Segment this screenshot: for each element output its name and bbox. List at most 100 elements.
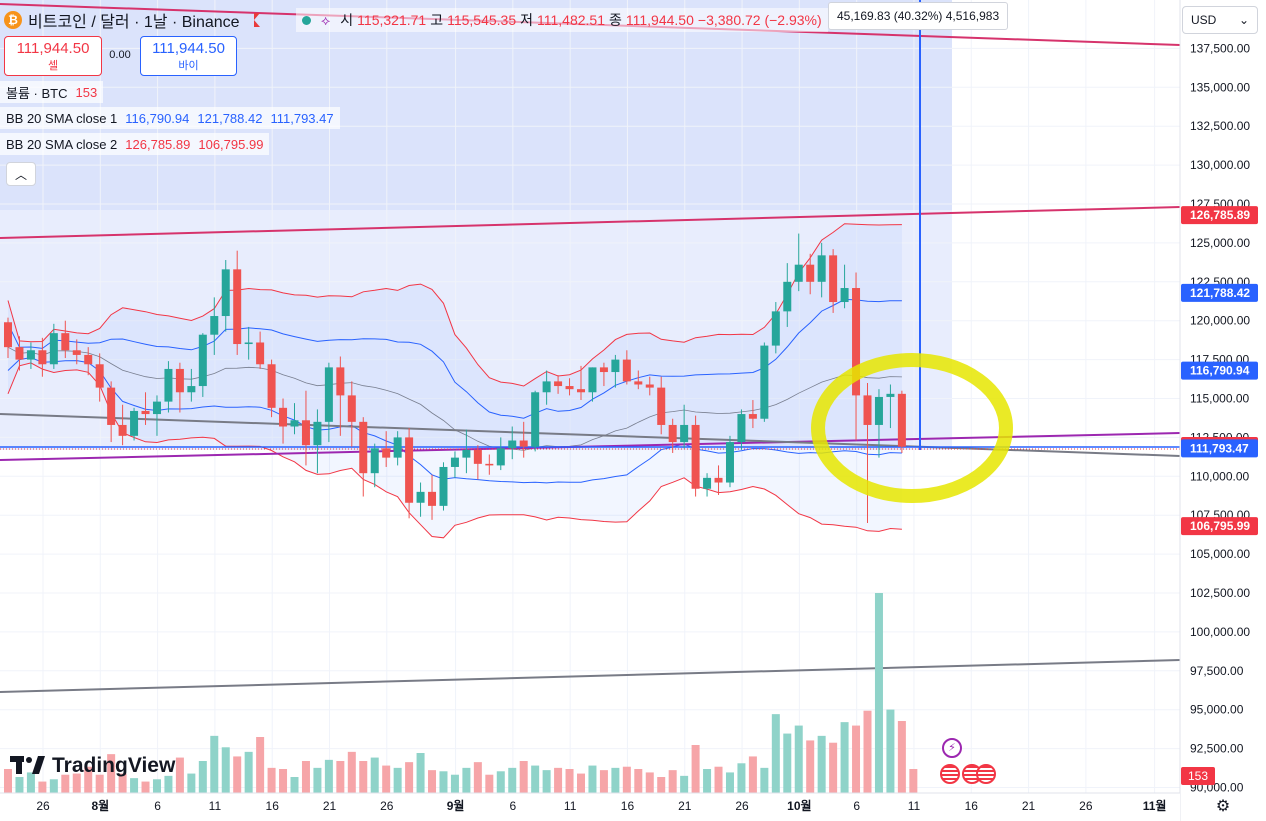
nodes-icon[interactable]: ⟡: [321, 11, 331, 28]
bb1-indicator-row[interactable]: BB 20 SMA close 1 116,790.94 121,788.42 …: [0, 107, 340, 129]
candle-body[interactable]: [691, 424, 700, 489]
highlight-ellipse[interactable]: [811, 353, 1013, 503]
candle-body[interactable]: [416, 491, 425, 503]
candle-body[interactable]: [657, 387, 666, 425]
candle-body[interactable]: [130, 410, 139, 436]
candle-body[interactable]: [783, 281, 792, 312]
trendline-gray[interactable]: [0, 413, 1181, 457]
candle-body[interactable]: [279, 407, 288, 427]
candle-body[interactable]: [852, 288, 861, 396]
candle-body[interactable]: [645, 384, 654, 388]
candle-body[interactable]: [244, 342, 253, 345]
candle-body[interactable]: [725, 442, 734, 483]
candle-body[interactable]: [485, 463, 494, 466]
candle-body[interactable]: [473, 449, 482, 464]
candle-body[interactable]: [15, 347, 24, 360]
candle-body[interactable]: [599, 367, 608, 373]
candle-body[interactable]: [38, 350, 47, 365]
bb2-indicator-row[interactable]: BB 20 SMA close 2 126,785.89 106,795.99: [0, 133, 270, 155]
candle-body[interactable]: [439, 466, 448, 506]
candle-body[interactable]: [393, 437, 402, 458]
candle-body[interactable]: [508, 440, 517, 449]
symbol-header[interactable]: ₿ 비트코인 / 달러 · 1날 · Binance: [4, 8, 260, 32]
us-flag-event-icon[interactable]: [976, 764, 996, 784]
candle-body[interactable]: [198, 334, 207, 387]
candle-body[interactable]: [496, 448, 505, 466]
candle-body[interactable]: [428, 491, 437, 506]
candle-body[interactable]: [336, 367, 345, 396]
volume-bar: [588, 765, 597, 793]
candle-body[interactable]: [256, 342, 265, 365]
candle-body[interactable]: [668, 424, 677, 443]
candle-body[interactable]: [450, 457, 459, 467]
candle-body[interactable]: [714, 477, 723, 483]
sell-button[interactable]: 111,944.50 셀: [4, 36, 102, 76]
flag-icon[interactable]: [253, 13, 260, 27]
candle-body[interactable]: [794, 264, 803, 282]
candle-body[interactable]: [771, 311, 780, 346]
candle-body[interactable]: [886, 393, 895, 397]
candle-body[interactable]: [267, 364, 276, 408]
candle-body[interactable]: [622, 359, 631, 382]
candle-body[interactable]: [462, 449, 471, 458]
candle-body[interactable]: [806, 264, 815, 282]
trendline-lower-gray[interactable]: [0, 659, 1181, 693]
candle-body[interactable]: [611, 359, 620, 373]
candle-body[interactable]: [49, 333, 58, 365]
candle-body[interactable]: [680, 424, 689, 443]
candle-body[interactable]: [118, 424, 127, 436]
lightning-icon[interactable]: ⚡: [942, 738, 962, 758]
candle-body[interactable]: [95, 364, 104, 388]
candle-body[interactable]: [531, 392, 540, 447]
candle-body[interactable]: [301, 420, 310, 446]
candle-body[interactable]: [141, 410, 150, 415]
volume-indicator-row[interactable]: 볼륨 · BTC 153: [0, 81, 104, 103]
candle-body[interactable]: [4, 322, 12, 348]
candle-body[interactable]: [737, 414, 746, 443]
trendline-upper-channel[interactable]: [0, 206, 1181, 239]
currency-select[interactable]: USD ⌄: [1182, 6, 1258, 34]
candle-body[interactable]: [634, 381, 643, 385]
candle-body[interactable]: [26, 350, 35, 360]
candle-body[interactable]: [577, 389, 585, 393]
candle-body[interactable]: [233, 269, 242, 345]
candle-body[interactable]: [897, 393, 906, 447]
candle-body[interactable]: [152, 401, 161, 415]
candle-body[interactable]: [84, 354, 93, 365]
tradingview-logo[interactable]: TradingView: [10, 754, 175, 778]
candle-body[interactable]: [382, 448, 391, 458]
candle-body[interactable]: [829, 255, 838, 303]
candle-body[interactable]: [817, 255, 826, 282]
candle-body[interactable]: [554, 381, 563, 387]
candle-body[interactable]: [565, 386, 574, 390]
candle-body[interactable]: [359, 421, 368, 474]
candle-body[interactable]: [324, 367, 333, 422]
candle-body[interactable]: [290, 420, 299, 427]
us-flag-event-icon[interactable]: [940, 764, 960, 784]
candle-body[interactable]: [405, 437, 414, 503]
settings-gear-icon[interactable]: ⚙: [1215, 798, 1231, 815]
candle-body[interactable]: [313, 421, 322, 446]
candle-body[interactable]: [370, 448, 379, 474]
candle-body[interactable]: [874, 396, 883, 425]
candle-body[interactable]: [164, 368, 173, 402]
candle-body[interactable]: [187, 386, 196, 393]
candle-body[interactable]: [840, 288, 849, 303]
candle-body[interactable]: [61, 333, 70, 351]
collapse-legend-button[interactable]: ︿: [6, 162, 36, 186]
candle-body[interactable]: [519, 440, 528, 447]
candle-body[interactable]: [748, 414, 757, 419]
candle-body[interactable]: [542, 381, 551, 393]
candle-body[interactable]: [703, 477, 712, 489]
candle-body[interactable]: [175, 368, 184, 393]
candle-body[interactable]: [760, 345, 769, 419]
candle-body[interactable]: [221, 269, 230, 317]
candle-body[interactable]: [72, 350, 81, 355]
buy-button[interactable]: 111,944.50 바이: [140, 36, 237, 76]
candle-body[interactable]: [863, 395, 872, 425]
candle-body[interactable]: [588, 367, 597, 393]
candle-body[interactable]: [210, 316, 219, 335]
candle-body[interactable]: [347, 395, 356, 422]
candle-body[interactable]: [107, 387, 116, 425]
